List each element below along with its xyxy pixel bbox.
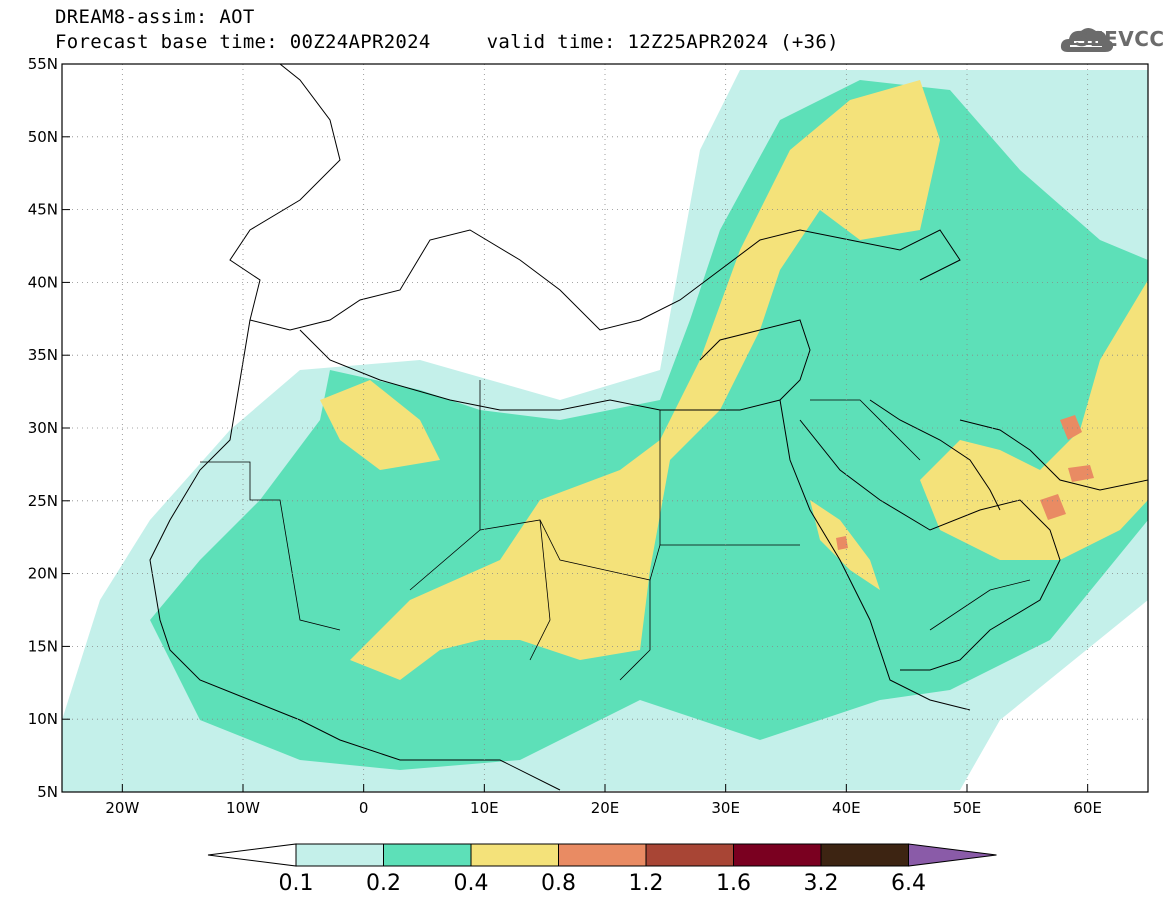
cloud-icon — [1060, 28, 1114, 52]
colorbar-segment — [820, 843, 909, 867]
aot-band-0.8 — [1040, 494, 1066, 520]
colorbar-level-label: 1.2 — [628, 871, 664, 896]
colorbar-level-label: 0.4 — [453, 871, 489, 896]
time-info: Forecast base time: 00Z24APR2024 valid ti… — [55, 31, 839, 53]
lon-tick-label: 10W — [226, 799, 260, 817]
colorbar-segment — [733, 843, 822, 867]
lat-tick-label: 15N — [28, 637, 58, 655]
lon-tick-label: 0 — [359, 799, 369, 817]
lat-tick-label: 30N — [28, 419, 58, 437]
grid-lines — [62, 64, 1148, 792]
axis-ticks: 20W 10W 0 10E 20E 30E 40E 50E 60E 5N 10N 15N 20N 25N 3… — [28, 55, 1102, 817]
valid-time: valid time: 12Z25APR2024 (+36) — [486, 31, 839, 53]
colorbar-min-arrow — [207, 843, 297, 867]
lat-tick-label: 45N — [28, 201, 58, 219]
aot-band-0.2 — [150, 80, 1148, 770]
colorbar-segment — [645, 843, 734, 867]
map-title: DREAM8-assim: AOT — [55, 6, 255, 28]
lat-tick-label: 20N — [28, 565, 58, 583]
lat-tick-label: 5N — [37, 783, 58, 801]
lat-tick-label: 35N — [28, 346, 58, 364]
base-time: Forecast base time: 00Z24APR2024 — [55, 31, 431, 53]
colorbar-level-label: 0.8 — [541, 871, 576, 896]
lon-tick-label: 40E — [832, 799, 861, 817]
lon-tick-label: 50E — [953, 799, 982, 817]
lat-tick-label: 40N — [28, 273, 58, 291]
borders — [200, 380, 1031, 681]
colorbar-segment — [295, 843, 384, 867]
lat-tick-label: 55N — [28, 55, 58, 73]
colorbar-level-label: 6.4 — [891, 871, 926, 896]
colorbar-segment — [470, 843, 559, 867]
aot-band-0.8 — [836, 536, 848, 550]
colorbar-level-label: 1.6 — [716, 871, 751, 896]
lon-tick-label: 10E — [470, 799, 499, 817]
lat-tick-label: 25N — [28, 492, 58, 510]
coastlines — [149, 64, 1148, 791]
colorbar-segment — [383, 843, 472, 867]
aot-band-0.4 — [920, 280, 1148, 560]
colorbar — [207, 843, 997, 867]
lat-tick-label: 10N — [28, 710, 58, 728]
colorbar-max-arrow — [908, 843, 997, 867]
colorbar-level-label: 0.2 — [366, 871, 401, 896]
colorbar-segment — [558, 843, 647, 867]
aot-band-0.4 — [350, 80, 940, 680]
lon-tick-label: 60E — [1073, 799, 1102, 817]
lon-tick-label: 30E — [711, 799, 740, 817]
aot-band-0.4 — [320, 380, 440, 470]
colorbar-level-label: 0.1 — [278, 871, 314, 896]
logo-text: SEEVCCC — [1075, 27, 1165, 51]
aot-band-0.8 — [1060, 415, 1082, 440]
colorbar-level-label: 3.2 — [803, 871, 839, 896]
lon-tick-label: 20W — [105, 799, 139, 817]
lon-tick-label: 20E — [591, 799, 620, 817]
aot-fields — [62, 64, 1148, 792]
lat-tick-label: 50N — [28, 128, 58, 146]
